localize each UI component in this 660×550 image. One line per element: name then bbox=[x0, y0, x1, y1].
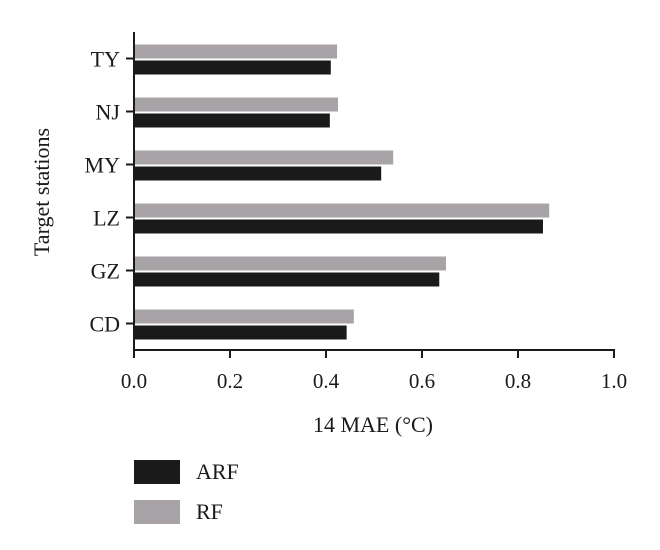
y-tick-label-lz: LZ bbox=[93, 206, 120, 231]
legend-label-rf: RF bbox=[196, 499, 223, 524]
x-axis-label: 14 MAE (°C) bbox=[313, 412, 433, 437]
legend: ARF RF bbox=[134, 459, 239, 524]
x-tick-label: 0.2 bbox=[217, 369, 243, 393]
bar-arf-my bbox=[134, 166, 382, 181]
legend-swatch-arf bbox=[134, 460, 180, 484]
bar-rf-cd bbox=[134, 309, 354, 324]
x-tick-label: 0.4 bbox=[313, 369, 340, 393]
bar-rf-lz bbox=[134, 203, 550, 218]
bar-arf-lz bbox=[134, 219, 543, 234]
bar-rf-my bbox=[134, 150, 394, 165]
bars-group bbox=[134, 44, 550, 340]
bar-rf-gz bbox=[134, 256, 446, 271]
bar-rf-ty bbox=[134, 44, 338, 59]
x-tick-label: 1.0 bbox=[601, 369, 627, 393]
bar-arf-nj bbox=[134, 113, 330, 128]
bar-rf-nj bbox=[134, 97, 338, 112]
y-axis-label: Target stations bbox=[29, 128, 54, 256]
x-tick-label: 0.0 bbox=[121, 369, 147, 393]
y-tick-label-cd: CD bbox=[89, 312, 120, 337]
bar-arf-cd bbox=[134, 325, 347, 340]
x-tick-label: 0.6 bbox=[409, 369, 435, 393]
axes-group bbox=[133, 32, 615, 351]
y-tick-label-my: MY bbox=[85, 153, 121, 178]
y-tick-label-gz: GZ bbox=[91, 259, 120, 284]
x-tick-label: 0.8 bbox=[505, 369, 531, 393]
y-tick-label-ty: TY bbox=[91, 47, 120, 72]
ticks-group: TY NJ MY LZ GZ CD 0.0 0.2 0.4 0.6 0.8 1.0 bbox=[85, 47, 628, 394]
bar-arf-gz bbox=[134, 272, 440, 287]
legend-swatch-rf bbox=[134, 500, 180, 524]
legend-label-arf: ARF bbox=[196, 459, 239, 484]
y-tick-label-nj: NJ bbox=[96, 100, 121, 125]
bar-arf-ty bbox=[134, 60, 331, 75]
